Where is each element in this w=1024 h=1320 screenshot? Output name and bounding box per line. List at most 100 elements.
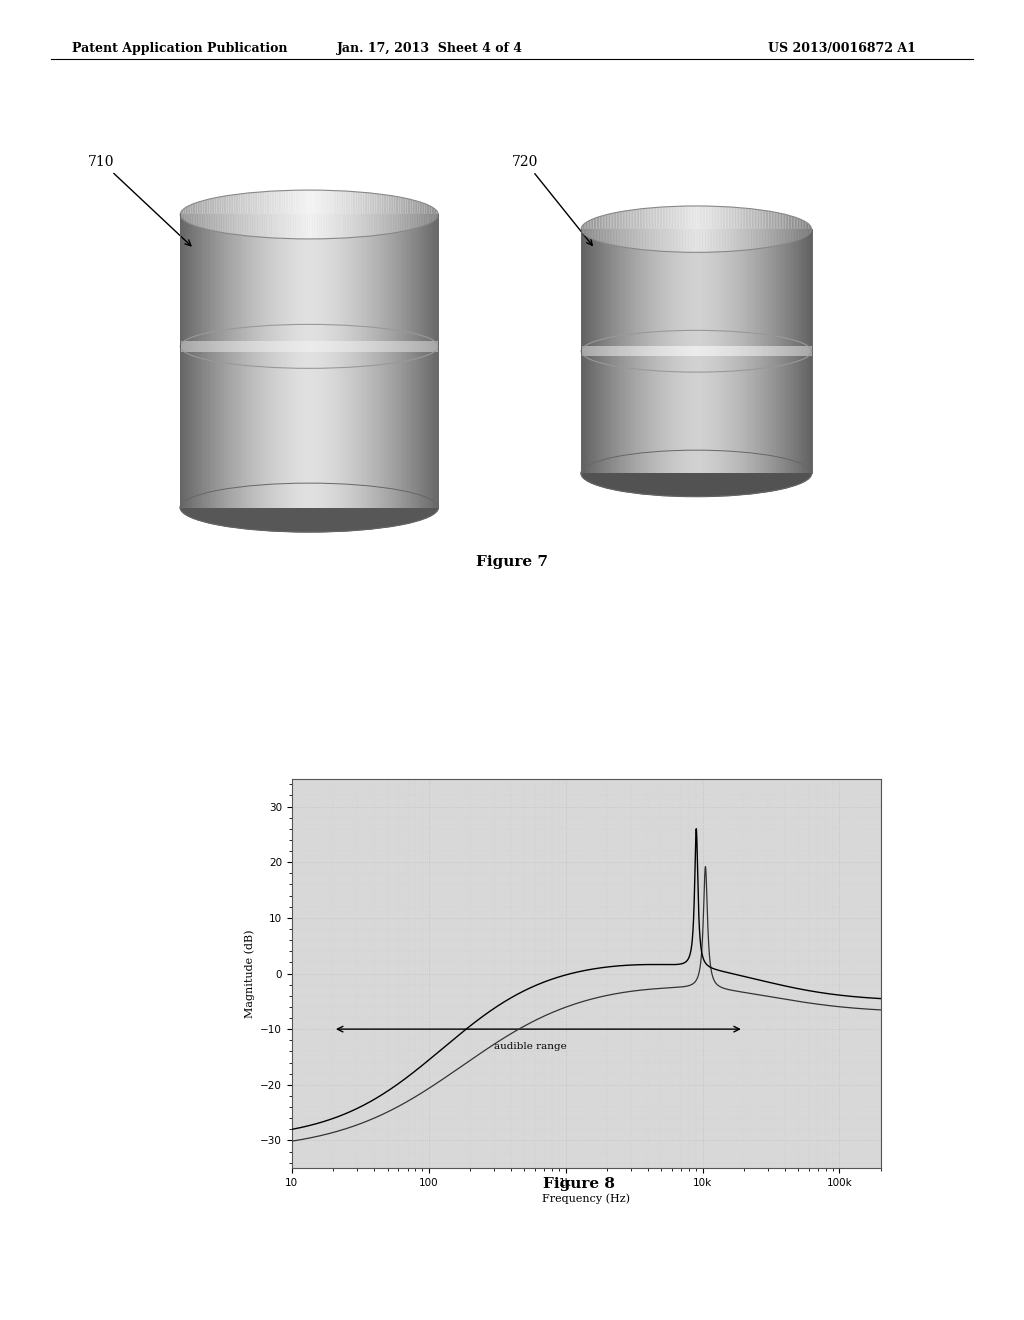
Polygon shape xyxy=(791,230,792,474)
Polygon shape xyxy=(769,211,770,247)
Polygon shape xyxy=(739,346,740,356)
Polygon shape xyxy=(301,190,302,239)
Polygon shape xyxy=(239,194,241,235)
Polygon shape xyxy=(649,230,650,474)
Polygon shape xyxy=(709,230,711,474)
Polygon shape xyxy=(803,220,804,238)
Polygon shape xyxy=(430,341,432,352)
Polygon shape xyxy=(349,214,350,507)
Polygon shape xyxy=(397,214,398,507)
Polygon shape xyxy=(180,341,181,352)
Polygon shape xyxy=(807,223,809,236)
Polygon shape xyxy=(415,341,417,352)
Polygon shape xyxy=(189,214,190,507)
Polygon shape xyxy=(279,190,280,239)
Polygon shape xyxy=(246,214,248,507)
Polygon shape xyxy=(597,230,598,474)
Polygon shape xyxy=(379,341,380,352)
Polygon shape xyxy=(618,230,620,474)
Polygon shape xyxy=(788,230,790,474)
Polygon shape xyxy=(321,214,323,507)
Polygon shape xyxy=(334,214,335,507)
Polygon shape xyxy=(418,341,419,352)
Polygon shape xyxy=(415,214,417,507)
Polygon shape xyxy=(745,230,748,474)
Polygon shape xyxy=(236,214,237,507)
Polygon shape xyxy=(294,214,295,507)
Polygon shape xyxy=(602,346,603,356)
Polygon shape xyxy=(610,214,612,246)
Polygon shape xyxy=(352,341,353,352)
Polygon shape xyxy=(194,214,195,507)
Polygon shape xyxy=(296,214,298,507)
Polygon shape xyxy=(220,197,221,232)
Polygon shape xyxy=(433,214,434,507)
Polygon shape xyxy=(640,346,641,356)
Polygon shape xyxy=(718,346,720,356)
Polygon shape xyxy=(271,214,273,507)
Polygon shape xyxy=(674,206,675,252)
Polygon shape xyxy=(767,211,769,247)
Polygon shape xyxy=(711,230,712,474)
Polygon shape xyxy=(348,214,349,507)
Polygon shape xyxy=(810,230,812,474)
Polygon shape xyxy=(632,230,633,474)
Polygon shape xyxy=(265,214,266,507)
Polygon shape xyxy=(615,230,616,474)
Polygon shape xyxy=(195,341,196,352)
Polygon shape xyxy=(203,201,205,228)
Polygon shape xyxy=(601,346,602,356)
Polygon shape xyxy=(698,346,699,356)
Polygon shape xyxy=(797,218,798,240)
Polygon shape xyxy=(699,206,701,252)
Polygon shape xyxy=(340,214,342,507)
Polygon shape xyxy=(808,230,809,474)
Polygon shape xyxy=(732,230,733,474)
Polygon shape xyxy=(748,209,749,249)
Polygon shape xyxy=(659,346,660,356)
Polygon shape xyxy=(403,341,404,352)
Polygon shape xyxy=(805,230,806,474)
Polygon shape xyxy=(395,341,397,352)
Polygon shape xyxy=(683,206,684,252)
Polygon shape xyxy=(757,210,758,249)
Polygon shape xyxy=(224,214,225,507)
Polygon shape xyxy=(638,346,639,356)
Polygon shape xyxy=(592,230,593,474)
Polygon shape xyxy=(720,230,721,474)
Polygon shape xyxy=(215,198,216,231)
Polygon shape xyxy=(308,341,309,352)
Polygon shape xyxy=(601,230,602,474)
Polygon shape xyxy=(263,191,264,238)
Polygon shape xyxy=(329,214,330,507)
Polygon shape xyxy=(335,341,336,352)
Polygon shape xyxy=(773,213,775,247)
Polygon shape xyxy=(183,207,185,222)
Polygon shape xyxy=(416,201,418,228)
Polygon shape xyxy=(306,190,307,239)
Polygon shape xyxy=(794,346,795,356)
Polygon shape xyxy=(668,346,669,356)
Polygon shape xyxy=(423,203,425,226)
Polygon shape xyxy=(797,346,798,356)
Polygon shape xyxy=(675,230,676,474)
Polygon shape xyxy=(296,190,297,239)
Polygon shape xyxy=(683,230,684,474)
Polygon shape xyxy=(605,230,606,474)
Polygon shape xyxy=(781,230,782,474)
Polygon shape xyxy=(714,346,715,356)
Polygon shape xyxy=(752,346,753,356)
Polygon shape xyxy=(188,341,189,352)
Polygon shape xyxy=(643,230,644,474)
Polygon shape xyxy=(385,214,387,507)
Polygon shape xyxy=(358,341,359,352)
Polygon shape xyxy=(677,206,678,252)
Polygon shape xyxy=(598,346,600,356)
Polygon shape xyxy=(625,346,626,356)
Polygon shape xyxy=(711,206,712,252)
Polygon shape xyxy=(412,341,413,352)
Polygon shape xyxy=(613,230,614,474)
Polygon shape xyxy=(584,230,585,474)
Polygon shape xyxy=(708,230,709,474)
Polygon shape xyxy=(205,199,206,230)
